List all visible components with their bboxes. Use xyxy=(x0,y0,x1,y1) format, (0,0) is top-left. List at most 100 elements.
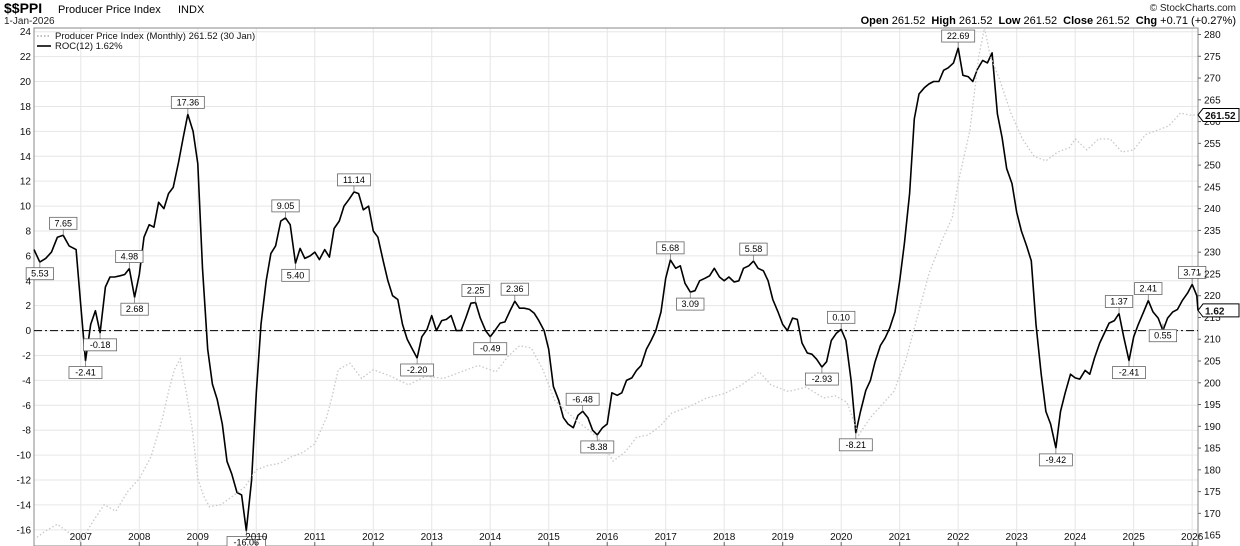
data-label-box xyxy=(500,282,529,296)
right-tick-label: 200 xyxy=(1204,378,1221,389)
right-tick-label: 230 xyxy=(1204,248,1221,259)
x-tick-label: 2023 xyxy=(1006,532,1029,543)
grid xyxy=(34,28,1198,546)
data-label: 0.10 xyxy=(832,312,850,322)
data-label: 11.14 xyxy=(343,175,365,185)
x-tick-label: 2017 xyxy=(655,532,678,543)
data-label: 1.37 xyxy=(1110,297,1128,307)
left-tick-label: 16 xyxy=(20,127,32,138)
x-tick-label: 2026 xyxy=(1181,532,1204,543)
data-label: -2.41 xyxy=(75,368,96,378)
right-tick-label: 240 xyxy=(1204,204,1221,215)
left-axis: 242220181614121086420-2-4-6-8-10-12-14-1… xyxy=(17,27,32,536)
x-tick-label: 2011 xyxy=(304,532,326,543)
data-label-box xyxy=(580,440,615,454)
data-label: 2.41 xyxy=(1140,284,1158,294)
right-tick-label: 180 xyxy=(1204,465,1221,476)
last-value-ppi: 261.52 xyxy=(1205,111,1236,122)
x-tick-label: 2022 xyxy=(947,532,970,543)
ohlc-key-open: Open xyxy=(861,15,889,27)
ohlc-value-open: 261.52 xyxy=(892,15,926,27)
right-tick-label: 280 xyxy=(1204,30,1221,41)
last-value-ppi-bg xyxy=(1197,107,1240,122)
legend: Producer Price Index (Monthly) 261.52 (3… xyxy=(37,31,255,52)
legend-ppi: Producer Price Index (Monthly) 261.52 (3… xyxy=(55,31,255,42)
data-label-box xyxy=(1148,329,1178,343)
data-label: -8.21 xyxy=(846,440,867,450)
data-label-box xyxy=(461,284,490,297)
data-label-box xyxy=(25,267,54,281)
x-tick-label: 2020 xyxy=(830,532,853,543)
right-tick-label: 235 xyxy=(1204,226,1221,237)
right-tick-label: 260 xyxy=(1204,117,1221,128)
data-label-box xyxy=(473,342,508,356)
x-tick-label: 2018 xyxy=(713,532,736,543)
x-tick-label: 2012 xyxy=(362,532,385,543)
x-tick-label: 2013 xyxy=(421,532,444,543)
left-tick-label: 14 xyxy=(20,152,32,163)
left-tick-label: 22 xyxy=(20,52,32,63)
data-label: 22.69 xyxy=(947,31,970,41)
data-label: -2.41 xyxy=(1119,368,1140,378)
data-label-box xyxy=(115,250,144,263)
series-ppi-line xyxy=(33,27,1199,543)
right-tick-label: 175 xyxy=(1204,487,1221,498)
x-axis: 2007 2008 2009 2010 2011 2012 2013 2014 2015 2016… xyxy=(70,532,1204,546)
ohlc-key-high: High xyxy=(931,15,956,27)
left-tick-label: -10 xyxy=(17,451,32,462)
data-label: 7.65 xyxy=(54,218,72,228)
data-label-box xyxy=(1112,366,1146,379)
right-tick-label: 215 xyxy=(1204,313,1221,324)
left-tick-label: 24 xyxy=(20,27,32,38)
right-tick-label: 165 xyxy=(1204,531,1221,542)
x-tick-label: 2014 xyxy=(479,532,502,543)
ohlc-value-close: 261.52 xyxy=(1096,15,1130,27)
right-tick-label: 250 xyxy=(1204,161,1221,172)
data-label-box xyxy=(838,438,873,452)
data-label: 5.53 xyxy=(31,269,49,279)
x-tick-label: 2008 xyxy=(128,532,151,543)
ohlc-key-chg: Chg xyxy=(1136,15,1157,27)
right-tick-label: 210 xyxy=(1204,335,1221,346)
chart-date: 1-Jan-2026 xyxy=(4,16,55,27)
ohlc-value-high: 261.52 xyxy=(959,15,993,27)
left-tick-label: 4 xyxy=(25,276,31,287)
data-label: -2.93 xyxy=(812,374,833,384)
data-label: 9.05 xyxy=(277,201,295,211)
data-label: -0.18 xyxy=(90,340,111,350)
series-layer xyxy=(33,27,1199,543)
x-tick-label: 2025 xyxy=(1123,532,1146,543)
data-label-box xyxy=(271,199,300,213)
data-label-box xyxy=(1038,453,1073,467)
ohlc-value-low: 261.52 xyxy=(1023,15,1057,27)
data-label: 2.25 xyxy=(467,286,485,296)
data-label-box xyxy=(337,173,371,187)
x-tick-label: 2015 xyxy=(538,532,561,543)
data-label-box xyxy=(676,297,705,311)
data-label-box xyxy=(1104,295,1134,308)
data-label: 3.09 xyxy=(682,299,700,309)
right-tick-label: 225 xyxy=(1204,269,1221,280)
last-value-roc-bg xyxy=(1197,303,1240,318)
ohlc-key-low: Low xyxy=(998,15,1020,27)
data-label: 0.55 xyxy=(1154,331,1172,341)
data-label-box xyxy=(565,392,600,406)
left-tick-label: -12 xyxy=(17,476,32,487)
right-tick-label: 275 xyxy=(1204,52,1221,63)
data-label-box xyxy=(656,241,685,255)
data-label: 17.36 xyxy=(177,97,200,107)
legend-roc: ROC(12) 1.62% xyxy=(55,41,123,52)
data-label-box xyxy=(400,363,435,377)
data-label-box xyxy=(1134,282,1163,295)
left-tick-label: -2 xyxy=(22,351,31,362)
left-tick-label: -16 xyxy=(17,525,32,536)
data-label: 3.71 xyxy=(1183,267,1201,277)
left-tick-label: -8 xyxy=(22,426,31,437)
data-label-box xyxy=(1178,265,1207,279)
data-label: 2.36 xyxy=(506,284,524,294)
ohlc-readout: Open 261.52 High 261.52 Low 261.52 Close 261.52… xyxy=(861,15,1236,27)
left-tick-label: 8 xyxy=(25,226,31,237)
x-tick-label: 2009 xyxy=(187,532,210,543)
